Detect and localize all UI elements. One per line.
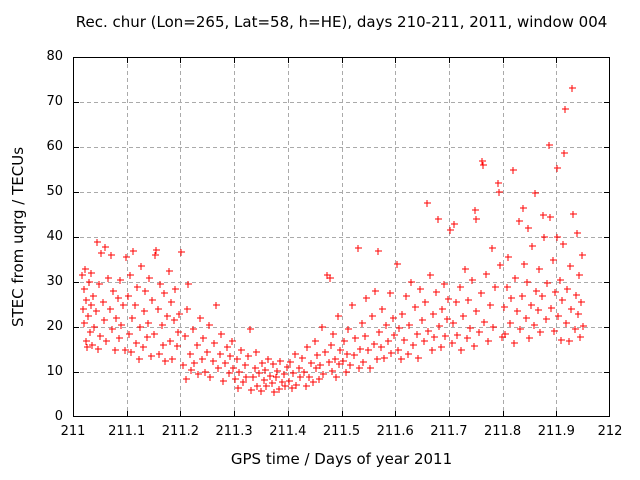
x-axis-label: GPS time / Days of year 2011: [230, 450, 453, 468]
chart-title: Rec. chur (Lon=265, Lat=58, h=HE), days …: [75, 13, 608, 31]
y-tick-label: 60: [46, 139, 63, 154]
gridlines: [73, 57, 610, 417]
x-tick-label: 211.9: [537, 424, 575, 439]
y-tick-label: 30: [46, 274, 63, 289]
plot-border: [73, 57, 610, 417]
plot-canvas: [73, 57, 610, 417]
plot-area: [73, 57, 610, 417]
y-tick-label: 10: [46, 364, 63, 379]
x-tick-label: 211.6: [376, 424, 414, 439]
y-tick-label: 70: [46, 94, 63, 109]
x-tick-label: 211.4: [269, 424, 307, 439]
scatter-points: [79, 85, 587, 396]
x-tick-label: 211.5: [322, 424, 361, 439]
x-tick-label: 211.8: [483, 424, 522, 439]
x-tick-label: 211.3: [215, 424, 253, 439]
x-tick-label: 211.7: [430, 424, 468, 439]
x-tick-label: 211.2: [161, 424, 199, 439]
y-tick-label: 0: [54, 409, 63, 424]
y-tick-label: 80: [46, 49, 63, 64]
x-tick-label: 211: [60, 424, 86, 439]
y-tick-label: 20: [46, 319, 63, 334]
y-tick-label: 40: [46, 229, 63, 244]
x-tick-label: 212: [597, 424, 623, 439]
x-tick-label: 211.1: [108, 424, 146, 439]
y-tick-label: 50: [46, 184, 63, 199]
